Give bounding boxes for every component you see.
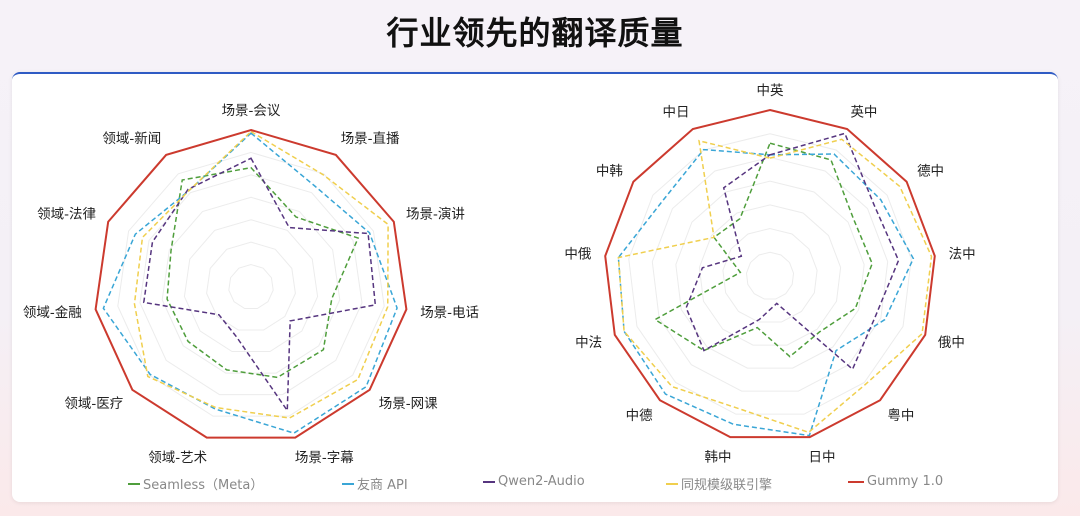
series-5-line — [604, 108, 936, 439]
axis-label: 中韩 — [596, 163, 623, 179]
grid-ring — [228, 264, 274, 310]
page-title: 行业领先的翻译质量 — [386, 14, 684, 52]
legend-marker — [483, 480, 495, 483]
axis-label: 领域-艺术 — [148, 450, 207, 466]
axis-label: 场景-电话 — [420, 305, 479, 321]
axis-label: 场景-网课 — [379, 396, 438, 412]
grid-ring — [117, 151, 385, 417]
axis-label: 日中 — [809, 450, 836, 466]
axis-label: 场景-演讲 — [406, 206, 465, 222]
axis-label: 德中 — [917, 163, 944, 179]
axis-label: 法中 — [949, 247, 976, 263]
grid-ring — [675, 180, 865, 369]
legend-marker — [128, 482, 140, 485]
legend-item[interactable]: 友商 API — [342, 474, 408, 493]
grid-ring — [206, 241, 296, 331]
grid-ring — [722, 228, 818, 323]
legend-label: Gummy 1.0 — [867, 474, 944, 489]
axis-label: 俄中 — [938, 335, 965, 351]
axis-label: 中法 — [575, 335, 602, 351]
axis-label: 粤中 — [887, 408, 914, 424]
series-5-line — [94, 128, 408, 439]
legend: Seamless（Meta） 友商 API Qwen2-Audio 同规模级联引擎 Gu… — [0, 474, 1080, 494]
legend-label: Qwen2-Audio — [498, 474, 585, 489]
legend-marker — [666, 482, 678, 485]
axis-label: 领域-医疗 — [64, 396, 123, 412]
chart-card — [12, 72, 1058, 502]
legend-label: Seamless（Meta） — [143, 478, 264, 493]
axis-label: 中日 — [663, 104, 690, 120]
axis-label: 中德 — [626, 408, 653, 424]
axis-label: 场景-字幕 — [295, 450, 354, 466]
legend-marker — [342, 482, 354, 485]
series-3-line — [142, 157, 377, 413]
legend-marker — [848, 480, 864, 483]
axis-label: 领域-法律 — [37, 206, 96, 222]
legend-label: 同规模级联引擎 — [681, 478, 773, 493]
legend-item[interactable]: 同规模级联引擎 — [666, 474, 772, 493]
series-1-line — [653, 142, 873, 358]
grid-ring — [183, 219, 319, 353]
series-4-line — [133, 130, 389, 419]
axis-label: 中俄 — [564, 247, 591, 263]
grid-ring — [628, 133, 912, 415]
grid-ring — [161, 196, 341, 374]
grid-ring — [745, 251, 795, 300]
axis-label: 场景-直播 — [341, 131, 400, 147]
series-2-line — [617, 148, 915, 437]
grid-ring — [651, 156, 889, 392]
axis-label: 中英 — [757, 82, 785, 99]
series-4-line — [617, 138, 933, 434]
axis-label: 韩中 — [704, 450, 731, 466]
axis-label: 场景-会议 — [222, 103, 281, 119]
grid-ring — [139, 174, 363, 396]
series-1-line — [166, 166, 360, 379]
legend-label: 友商 API — [357, 478, 408, 493]
axis-label: 领域-新闻 — [102, 131, 161, 147]
axis-label: 英中 — [850, 103, 877, 120]
series-2-line — [102, 132, 398, 434]
legend-item[interactable]: Seamless（Meta） — [128, 474, 263, 493]
series-3-line — [685, 132, 900, 371]
grid-ring — [698, 204, 842, 346]
legend-item[interactable]: Gummy 1.0 — [848, 474, 943, 489]
legend-item[interactable]: Qwen2-Audio — [483, 474, 585, 489]
axis-label: 领域-金融 — [23, 305, 82, 321]
